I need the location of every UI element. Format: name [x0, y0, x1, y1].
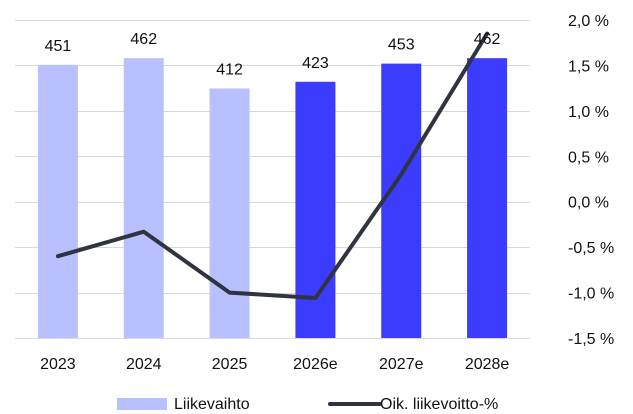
data-label-2023: 451	[45, 38, 72, 55]
legend: Liikevaihto Oik. liikevoitto-%	[117, 396, 498, 413]
x-tick-2023: 2023	[40, 356, 76, 373]
x-axis: 2023 2024 2025 2026e 2027e 2028e	[40, 356, 509, 373]
x-tick-2027e: 2027e	[379, 356, 424, 373]
bar-2027e	[381, 63, 422, 339]
x-tick-2026e: 2026e	[293, 356, 338, 373]
data-label-2025: 412	[216, 61, 243, 78]
x-tick-2028e: 2028e	[465, 356, 510, 373]
gridlines	[15, 20, 530, 339]
x-tick-2024: 2024	[126, 356, 162, 373]
bar-2024	[123, 58, 164, 338]
x-tick-2025: 2025	[212, 356, 248, 373]
data-label-2028e: 462	[474, 31, 501, 48]
line-oik-liikevoitto	[55, 31, 490, 301]
y-tick-4: 0,0 %	[568, 195, 609, 212]
line-series	[55, 31, 490, 301]
data-label-2027e: 453	[388, 37, 415, 54]
bar-2025	[209, 88, 250, 339]
bar-series	[37, 58, 508, 339]
data-label-2026e: 423	[302, 55, 329, 72]
data-label-2024: 462	[130, 31, 157, 48]
y-tick-5: -0,5 %	[568, 240, 614, 257]
bar-2028e	[467, 58, 508, 338]
y-tick-2: 1,0 %	[568, 104, 609, 121]
right-y-axis: 2,0 % 1,5 % 1,0 % 0,5 % 0,0 % -0,5 % -1,0 % -1,…	[568, 13, 614, 348]
y-tick-0: 2,0 %	[568, 13, 609, 30]
bar-2023	[37, 64, 78, 338]
legend-label-liikevaihto: Liikevaihto	[174, 396, 250, 413]
data-labels: 451 462 412 423 453 462	[45, 31, 501, 78]
y-tick-1: 1,5 %	[568, 58, 609, 75]
y-tick-7: -1,5 %	[568, 331, 614, 348]
y-tick-6: -1,0 %	[568, 286, 614, 303]
legend-label-oik-liikevoitto: Oik. liikevoitto-%	[380, 396, 498, 413]
legend-swatch-liikevaihto	[117, 398, 167, 410]
y-tick-3: 0,5 %	[568, 149, 609, 166]
